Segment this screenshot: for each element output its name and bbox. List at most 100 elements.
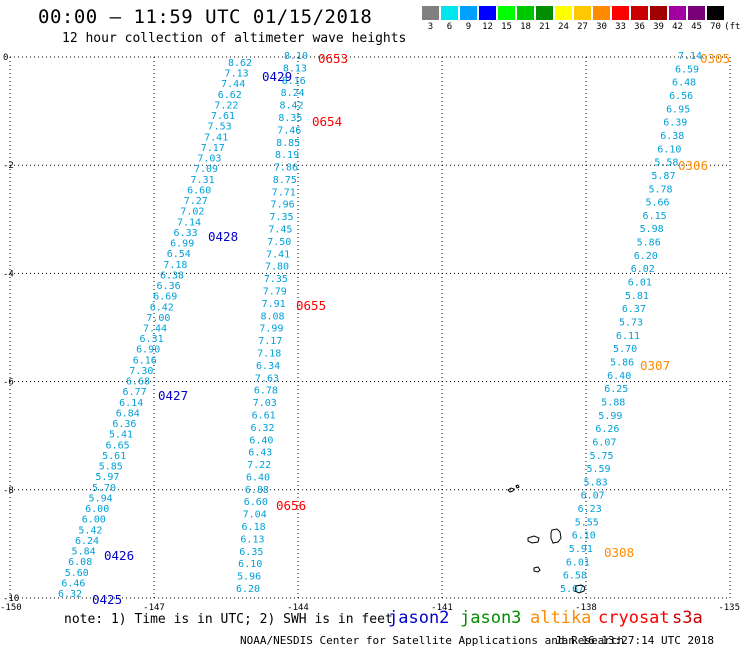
lon-label: -144 xyxy=(287,603,309,613)
map-subtitle: 12 hour collection of altimeter wave hei… xyxy=(62,31,407,46)
swh-value: 6.08 xyxy=(68,557,92,568)
swh-value: 5.98 xyxy=(640,224,664,235)
pass-time-label: 0427 xyxy=(158,388,188,403)
swh-value: 6.20 xyxy=(236,584,260,595)
swh-value: 6.78 xyxy=(254,386,278,397)
swh-value: 7.00 xyxy=(146,313,170,324)
island-outline xyxy=(574,584,586,594)
swh-value: 6.31 xyxy=(140,334,164,345)
credit-line: NOAA/NESDIS Center for Satellite Applica… xyxy=(240,634,625,647)
pass-time-label: 0428 xyxy=(208,229,238,244)
swh-value: 5.70 xyxy=(92,483,116,494)
legend-swatch xyxy=(479,6,496,20)
lon-label: -147 xyxy=(143,603,165,613)
swh-value: 5.86 xyxy=(610,357,634,368)
legend-swatch xyxy=(612,6,629,20)
swh-value: 6.36 xyxy=(157,281,181,292)
swh-value: 7.91 xyxy=(262,299,286,310)
satellite-name-cryosat: cryosat xyxy=(598,608,670,628)
legend-swatch xyxy=(688,6,705,20)
swh-value: 7.27 xyxy=(184,196,208,207)
pass-time-label: 0655 xyxy=(296,298,326,313)
legend-swatch xyxy=(669,6,686,20)
footer-note: note: 1) Time is in UTC; 2) SWH is in fe… xyxy=(64,612,393,627)
island-outline xyxy=(550,528,562,544)
swh-value: 6.60 xyxy=(244,497,268,508)
legend-label: 21 xyxy=(539,22,550,32)
swh-value: 7.79 xyxy=(263,287,287,298)
swh-value: 6.10 xyxy=(572,531,596,542)
legend-swatch xyxy=(460,6,477,20)
lat-label: 0 xyxy=(3,53,8,63)
swh-value: 7.09 xyxy=(194,164,218,175)
swh-value: 5.84 xyxy=(72,547,96,558)
swh-value: 7.18 xyxy=(257,348,281,359)
legend-swatch xyxy=(593,6,610,20)
swh-value: 5.75 xyxy=(589,451,613,462)
swh-value: 5.67 xyxy=(560,584,584,595)
island-outline xyxy=(527,535,540,544)
swh-value: 7.14 xyxy=(678,51,702,62)
swh-value: 5.81 xyxy=(625,291,649,302)
satellite-name-jason3: jason3 xyxy=(460,608,522,628)
swh-value: 6.46 xyxy=(61,578,85,589)
map-title: 00:00 – 11:59 UTC 01/15/2018 xyxy=(38,6,373,28)
swh-value: 5.88 xyxy=(601,397,625,408)
legend-label: 18 xyxy=(520,22,531,32)
swh-value: 5.70 xyxy=(613,344,637,355)
swh-value: 6.68 xyxy=(126,377,150,388)
legend-swatch xyxy=(631,6,648,20)
swh-value: 6.84 xyxy=(116,408,140,419)
swh-value: 6.56 xyxy=(669,91,693,102)
legend-unit: (ft) xyxy=(724,22,740,32)
swh-value: 6.62 xyxy=(218,90,242,101)
legend-swatch xyxy=(517,6,534,20)
swh-value: 5.99 xyxy=(598,411,622,422)
legend-swatch xyxy=(536,6,553,20)
pass-time-label: 0654 xyxy=(312,114,342,129)
legend-label: 6 xyxy=(446,22,453,32)
swh-value: 6.54 xyxy=(167,249,191,260)
swh-value: 5.42 xyxy=(78,525,102,536)
swh-value: 7.18 xyxy=(163,260,187,271)
swh-value: 6.00 xyxy=(85,504,109,515)
swh-value: 5.86 xyxy=(637,238,661,249)
swh-value: 8.35 xyxy=(278,113,302,124)
swh-value: 7.41 xyxy=(266,249,290,260)
lon-label: -135 xyxy=(718,603,740,613)
swh-value: 6.99 xyxy=(170,239,194,250)
swh-value: 6.58 xyxy=(563,571,587,582)
swh-value: 6.00 xyxy=(82,515,106,526)
swh-value: 6.65 xyxy=(106,440,130,451)
swh-value: 5.85 xyxy=(99,462,123,473)
pass-time-label: 0305 xyxy=(700,51,730,66)
pass-time-label: 0425 xyxy=(92,592,122,607)
swh-value: 7.63 xyxy=(255,373,279,384)
swh-value: 7.30 xyxy=(129,366,153,377)
swh-value: 7.31 xyxy=(191,175,215,186)
legend-swatch xyxy=(650,6,667,20)
swh-value: 7.50 xyxy=(267,237,291,248)
pass-time-label: 0306 xyxy=(678,158,708,173)
swh-value: 6.32 xyxy=(58,589,82,600)
swh-value: 5.87 xyxy=(651,171,675,182)
swh-value: 6.39 xyxy=(663,118,687,129)
swh-value: 7.03 xyxy=(197,154,221,165)
legend-label: 12 xyxy=(482,22,493,32)
swh-value: 7.22 xyxy=(214,100,238,111)
swh-value: 7.61 xyxy=(211,111,235,122)
legend-label: 45 xyxy=(691,22,702,32)
swh-value: 7.13 xyxy=(225,69,249,80)
swh-value: 6.61 xyxy=(252,410,276,421)
swh-value: 8.75 xyxy=(273,175,297,186)
legend-swatch xyxy=(707,6,724,20)
swh-value: 6.35 xyxy=(239,547,263,558)
swh-value: 8.62 xyxy=(228,58,252,69)
swh-value: 6.24 xyxy=(75,536,99,547)
swh-value: 7.45 xyxy=(268,225,292,236)
swh-value: 7.41 xyxy=(204,132,228,143)
legend-swatch xyxy=(422,6,439,20)
legend-label: 3 xyxy=(427,22,434,32)
